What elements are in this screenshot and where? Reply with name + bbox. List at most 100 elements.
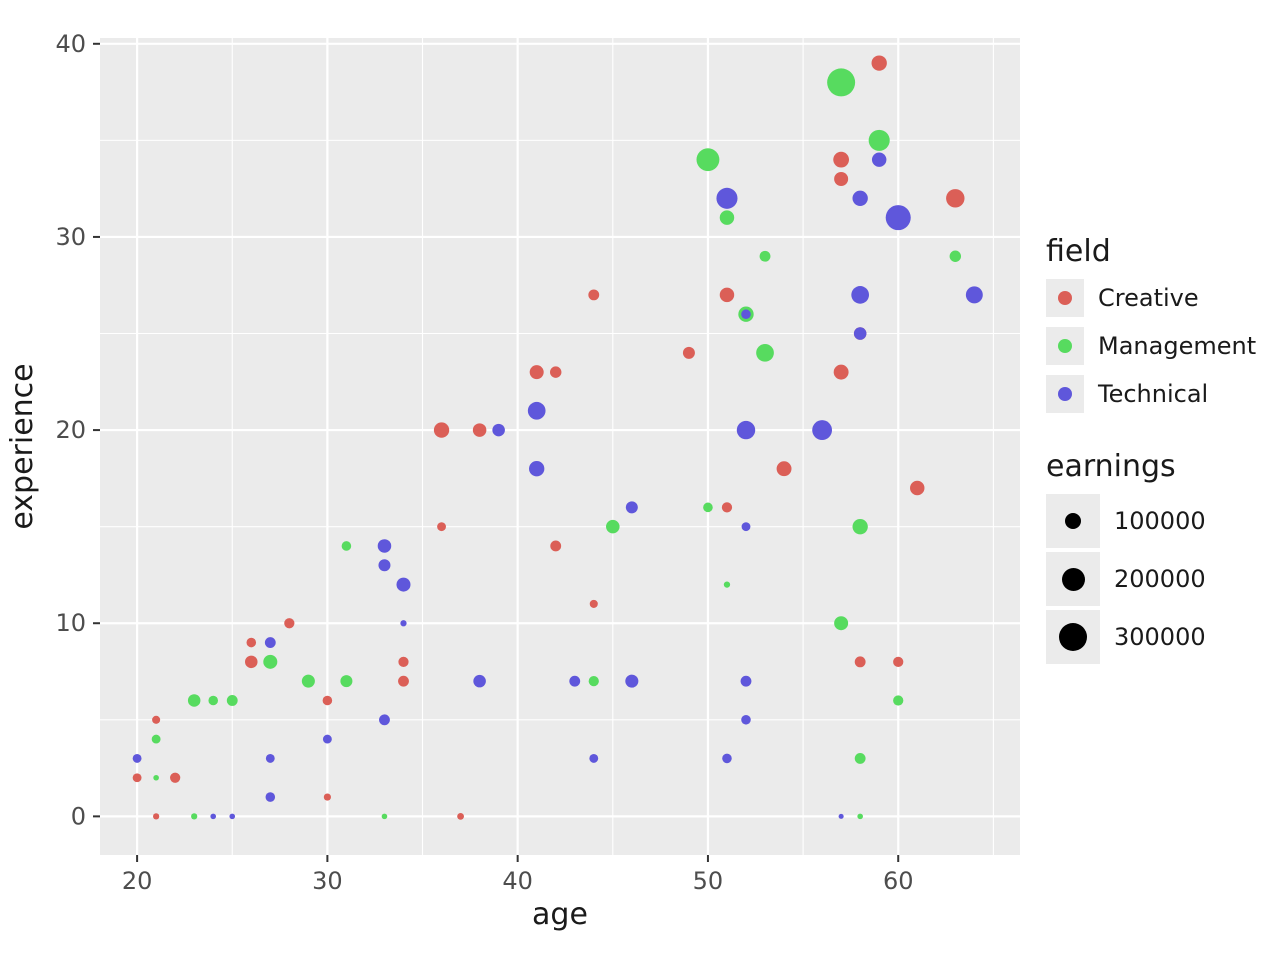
- data-point: [834, 171, 849, 186]
- axis-ticks: 20 30 40 50 60 0 10 20 30 40: [55, 30, 913, 895]
- data-point: [885, 205, 911, 231]
- field-legend-item-technical: Technical: [1046, 375, 1256, 413]
- data-point: [398, 656, 409, 667]
- legend-label: Management: [1098, 332, 1257, 360]
- data-point: [625, 674, 639, 688]
- legend-key-dot: [1058, 339, 1072, 353]
- data-point: [776, 461, 792, 477]
- data-point: [759, 250, 771, 262]
- data-point: [827, 68, 856, 97]
- data-point: [589, 754, 599, 763]
- data-point: [322, 695, 333, 706]
- data-point: [210, 813, 217, 820]
- x-tick-label: 50: [693, 867, 724, 895]
- legend-key: [1046, 279, 1084, 317]
- data-point: [381, 813, 388, 820]
- data-point: [187, 694, 201, 707]
- data-point: [721, 502, 733, 513]
- data-point: [741, 522, 751, 532]
- data-point: [838, 813, 844, 819]
- data-point: [191, 813, 198, 820]
- field-legend: field Creative Management Technical: [1046, 234, 1256, 423]
- data-point: [719, 210, 735, 225]
- legend-label: 200000: [1114, 565, 1206, 593]
- data-point: [625, 501, 638, 514]
- data-point: [589, 599, 598, 608]
- data-point: [696, 148, 720, 172]
- y-tick-label: 30: [55, 223, 86, 251]
- legend-key: [1046, 327, 1084, 365]
- earnings-legend-title: earnings: [1046, 449, 1176, 484]
- earnings-legend-item-300000: 300000: [1046, 610, 1256, 664]
- data-point: [170, 772, 181, 783]
- legend-key-dot: [1059, 623, 1087, 651]
- data-point: [246, 637, 257, 648]
- data-point: [437, 522, 446, 532]
- data-point: [301, 674, 315, 688]
- legend-label: 300000: [1114, 623, 1206, 651]
- legend-key: [1046, 610, 1100, 664]
- data-point: [208, 695, 218, 706]
- legend-label: 100000: [1114, 507, 1206, 535]
- data-point: [398, 675, 409, 687]
- legend-key-dot: [1058, 291, 1072, 305]
- y-tick-label: 0: [71, 802, 86, 830]
- data-point: [378, 559, 391, 572]
- data-point: [264, 637, 276, 648]
- data-point: [550, 540, 562, 552]
- data-point: [719, 287, 735, 303]
- field-legend-items: Creative Management Technical: [1046, 279, 1256, 413]
- data-point: [226, 695, 238, 706]
- data-point: [151, 734, 161, 744]
- data-point: [473, 674, 486, 688]
- data-point: [529, 365, 544, 380]
- data-point: [871, 152, 887, 167]
- legend-label: Creative: [1098, 284, 1199, 312]
- data-point: [682, 346, 695, 359]
- data-point: [265, 754, 275, 763]
- legend-panel: field Creative Management Technical earnin…: [1046, 234, 1256, 668]
- y-tick-label: 40: [55, 30, 86, 58]
- legend-label: Technical: [1098, 380, 1209, 408]
- field-legend-title: field: [1046, 234, 1111, 269]
- y-tick-label: 20: [55, 416, 86, 444]
- field-legend-item-management: Management: [1046, 327, 1256, 365]
- data-point: [377, 539, 392, 553]
- data-point: [323, 793, 331, 801]
- data-point: [152, 715, 161, 724]
- data-point: [868, 129, 890, 151]
- data-point: [341, 541, 352, 551]
- earnings-legend-item-200000: 200000: [1046, 552, 1256, 606]
- earnings-legend: earnings 100000 200000 300000: [1046, 449, 1256, 668]
- data-point: [854, 656, 866, 668]
- data-point: [722, 753, 732, 764]
- data-points: [132, 55, 983, 820]
- data-point: [852, 518, 868, 535]
- data-point: [893, 695, 904, 706]
- legend-key: [1046, 375, 1084, 413]
- legend-key-dot: [1061, 567, 1085, 591]
- data-point: [263, 654, 278, 669]
- data-point: [433, 422, 450, 438]
- earnings-legend-item-100000: 100000: [1046, 494, 1256, 548]
- legend-key-dot: [1058, 387, 1072, 401]
- legend-key: [1046, 552, 1100, 606]
- data-point: [851, 286, 870, 304]
- data-point: [857, 813, 863, 820]
- data-point: [492, 423, 505, 437]
- earnings-legend-items: 100000 200000 300000: [1046, 494, 1256, 664]
- data-point: [741, 309, 751, 319]
- x-tick-label: 30: [312, 867, 343, 895]
- field-legend-item-creative: Creative: [1046, 279, 1256, 317]
- x-tick-label: 40: [502, 867, 533, 895]
- data-point: [265, 792, 276, 802]
- data-point: [132, 754, 142, 763]
- x-axis-title: age: [532, 897, 588, 932]
- data-point: [550, 366, 562, 378]
- data-point: [853, 327, 867, 340]
- data-point: [400, 620, 407, 627]
- data-point: [396, 577, 411, 592]
- data-point: [756, 343, 774, 362]
- data-point: [965, 286, 983, 304]
